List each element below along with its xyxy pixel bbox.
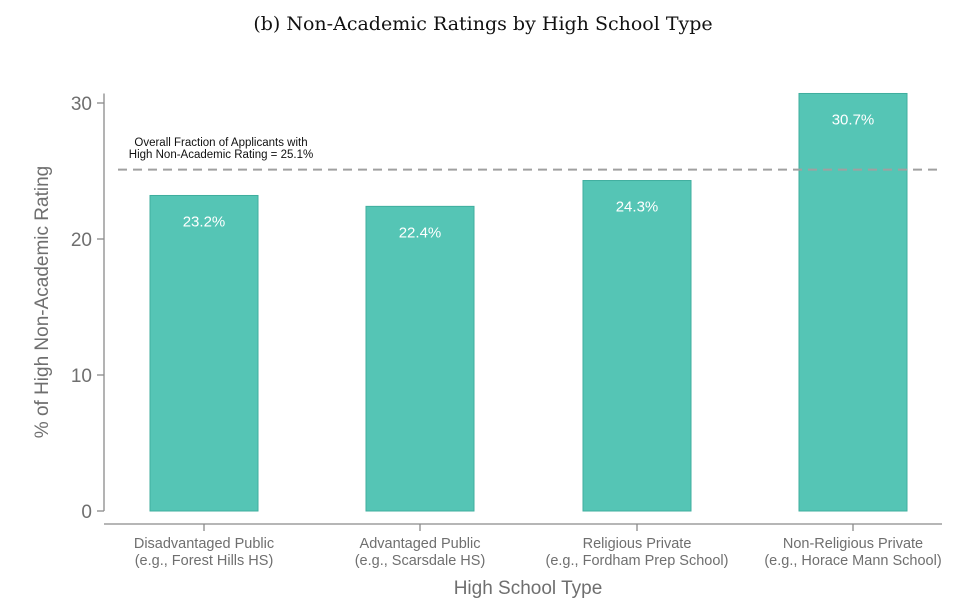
y-tick-label: 30 [71, 94, 92, 115]
reference-line-group: Overall Fraction of Applicants withHigh … [118, 137, 942, 171]
x-axis-label: High School Type [454, 578, 603, 599]
x-tick-label: (e.g., Horace Mann School) [764, 553, 941, 569]
x-tick-label: (e.g., Forest Hills HS) [135, 553, 274, 569]
y-tick-label: 20 [71, 230, 92, 251]
bar-value-label: 22.4% [399, 224, 442, 241]
x-tick-label: Religious Private [583, 536, 692, 552]
x-tick-label: (e.g., Scarsdale HS) [355, 553, 486, 569]
x-tick-label: (e.g., Fordham Prep School) [546, 553, 729, 569]
bar-value-label: 24.3% [616, 199, 659, 216]
bar-value-label: 23.2% [183, 213, 226, 230]
reference-line-label: High Non-Academic Rating = 25.1% [129, 149, 313, 161]
axes: 0 10 20 30 Disadvantaged Public(e.g., Forest… [71, 93, 942, 569]
bars: 23.2% 22.4% 24.3% 30.7% [149, 92, 908, 512]
bar [365, 205, 475, 512]
bar-value-label: 30.7% [832, 111, 875, 128]
bar [149, 194, 259, 512]
y-tick-label: 10 [71, 366, 92, 387]
y-tick-label: 0 [81, 502, 92, 523]
y-axis-label: % of High Non-Academic Rating [32, 166, 53, 438]
x-tick-label: Non-Religious Private [783, 536, 923, 552]
chart-title: (b) Non-Academic Ratings by High School … [253, 13, 712, 35]
x-tick-label: Disadvantaged Public [134, 536, 274, 552]
bar [582, 180, 692, 512]
bar [798, 92, 908, 512]
x-tick-label: Advantaged Public [360, 536, 481, 552]
reference-line-label: Overall Fraction of Applicants with [134, 137, 307, 149]
